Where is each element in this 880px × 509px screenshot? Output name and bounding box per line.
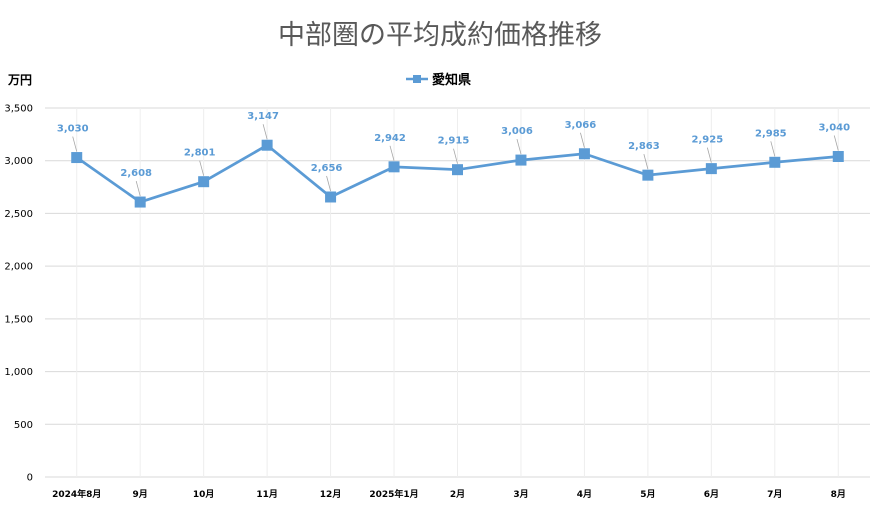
data-label-leader — [389, 145, 395, 161]
data-point-marker — [325, 191, 337, 203]
y-tick-label: 500 — [14, 420, 33, 431]
x-tick-label: 7月 — [767, 489, 782, 500]
data-label-leader — [135, 180, 141, 197]
x-tick-label: 2024年8月 — [52, 488, 101, 500]
data-label: 3,147 — [247, 111, 279, 122]
y-tick-label: 0 — [27, 473, 33, 484]
data-label: 3,030 — [57, 124, 89, 135]
data-label: 2,608 — [120, 168, 152, 179]
x-tick-label: 6月 — [704, 489, 719, 500]
data-label-leader — [326, 175, 331, 192]
data-point-marker — [515, 154, 527, 166]
y-tick-label: 2,500 — [4, 209, 33, 220]
legend: 愛知県 — [406, 72, 471, 88]
data-point-marker — [71, 152, 83, 164]
x-tick-label: 3月 — [513, 489, 528, 500]
data-label: 2,656 — [311, 163, 343, 174]
data-label: 2,985 — [755, 128, 787, 139]
data-label: 3,040 — [818, 122, 850, 133]
data-point-marker — [198, 176, 210, 188]
x-tick-label: 2月 — [450, 489, 465, 500]
legend-series-marker — [413, 75, 421, 83]
x-axis: 2024年8月 9月 10月 11月 12月 2025年1月 2月 3月 4月 5月 6月 7月 8月 — [52, 488, 846, 500]
data-point-marker — [134, 196, 146, 208]
y-tick-label: 1,000 — [4, 367, 33, 378]
data-label: 3,066 — [565, 120, 597, 131]
x-tick-label: 4月 — [577, 489, 592, 500]
data-point-marker — [642, 169, 654, 181]
data-point-marker — [452, 164, 463, 176]
y-tick-label: 2,000 — [4, 262, 33, 273]
x-tick-label: 12月 — [320, 489, 342, 500]
data-label-leader — [770, 141, 776, 157]
data-label-leader — [643, 154, 649, 170]
data-point-marker — [261, 139, 273, 151]
data-label-leader — [706, 147, 712, 163]
x-tick-label: 9月 — [133, 489, 148, 500]
data-label: 2,801 — [184, 148, 216, 159]
chart-title: 中部圏の平均成約価格推移 — [278, 20, 602, 51]
y-tick-label: 3,500 — [4, 104, 33, 115]
data-label-leader — [199, 160, 205, 176]
data-point-marker — [388, 161, 400, 173]
grid — [45, 107, 870, 478]
data-label-leader — [72, 136, 78, 152]
data-point-marker — [769, 156, 781, 168]
y-axis-unit-label: 万円 — [7, 73, 32, 87]
x-tick-label: 11月 — [256, 489, 278, 500]
y-tick-label: 1,500 — [4, 314, 33, 325]
x-tick-label: 10月 — [193, 489, 215, 500]
data-point-marker — [832, 150, 844, 162]
x-tick-label: 2025年1月 — [369, 488, 418, 500]
data-label-leader — [262, 124, 268, 140]
data-point-marker — [705, 163, 717, 175]
x-tick-label: 8月 — [831, 489, 846, 500]
y-tick-label: 3,000 — [4, 156, 33, 167]
data-label: 2,863 — [628, 141, 660, 152]
data-label: 2,915 — [438, 136, 470, 147]
data-label-leader — [453, 148, 458, 164]
data-label-leader — [833, 135, 839, 151]
series-layer: 3,030 2,608 2,801 3,147 2,656 2,942 2,915 3,006… — [57, 111, 850, 208]
data-label: 3,006 — [501, 126, 533, 137]
data-label: 2,925 — [692, 135, 724, 146]
y-axis: 0 500 1,000 1,500 2,000 2,500 3,000 3,500 — [4, 104, 33, 484]
data-point-marker — [578, 148, 590, 160]
data-label-leader — [580, 132, 585, 148]
data-label-leader — [516, 138, 522, 155]
data-label: 2,942 — [374, 133, 406, 144]
legend-series-name: 愛知県 — [432, 72, 471, 88]
x-tick-label: 5月 — [640, 489, 655, 500]
